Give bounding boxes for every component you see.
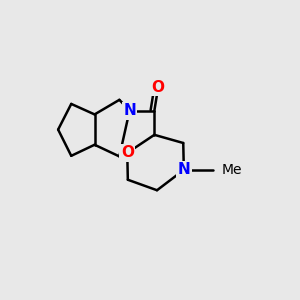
Text: O: O xyxy=(152,80,165,95)
Text: Me: Me xyxy=(222,163,242,177)
Text: O: O xyxy=(121,146,134,160)
Text: N: N xyxy=(178,162,190,177)
Text: N: N xyxy=(123,103,136,118)
